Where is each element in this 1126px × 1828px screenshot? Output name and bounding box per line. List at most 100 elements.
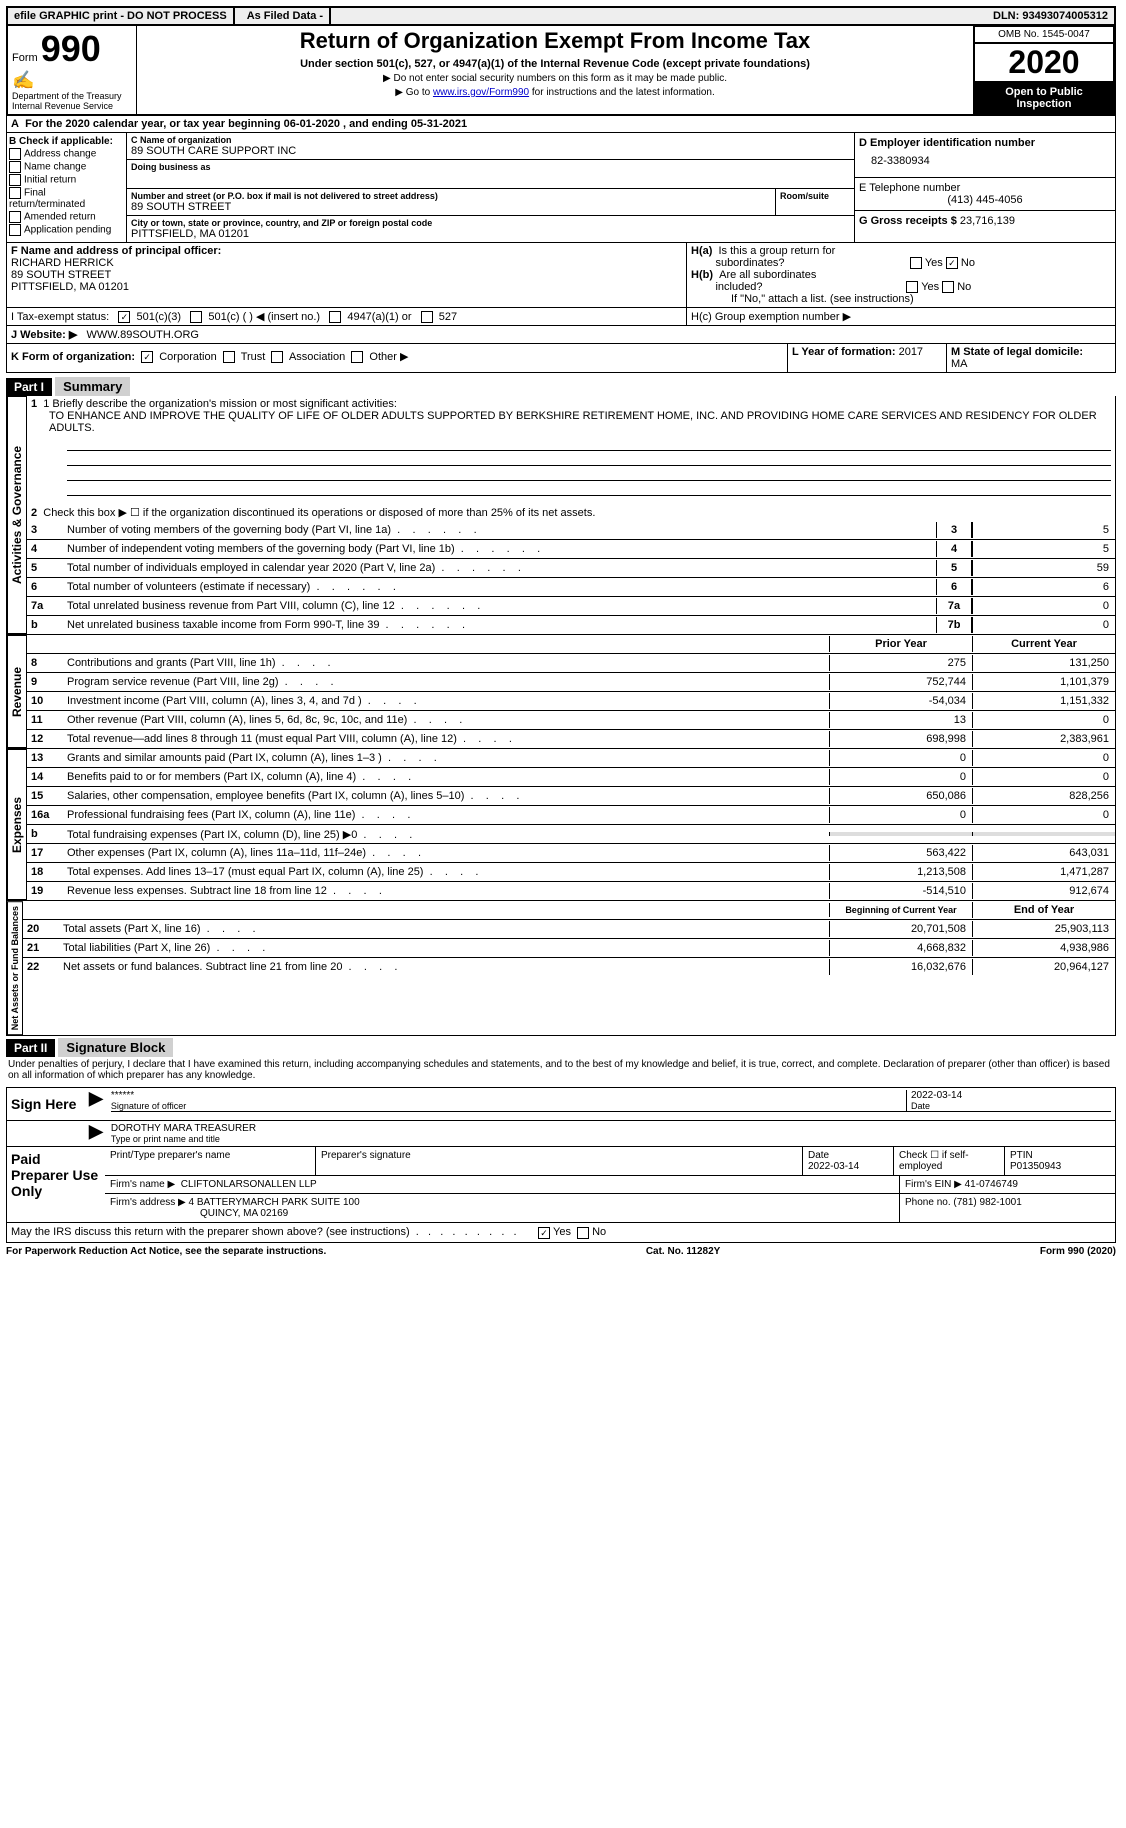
name-title-label: Type or print name and title: [111, 1134, 1111, 1144]
line-text: Total fundraising expenses (Part IX, col…: [63, 826, 829, 843]
line-text: Total expenses. Add lines 13–17 (must eq…: [63, 864, 829, 880]
form-number: 990: [41, 28, 101, 69]
line-text: Net unrelated business taxable income fr…: [63, 617, 936, 633]
line-text: Number of voting members of the governin…: [63, 522, 936, 538]
officer-name: RICHARD HERRICK: [11, 257, 682, 269]
box-g-label: G Gross receipts $: [859, 215, 957, 227]
prep-sig-label: Preparer's signature: [316, 1147, 803, 1175]
box-c-name-label: C Name of organization: [131, 135, 850, 145]
line-num: 8: [27, 655, 63, 671]
line-text: Salaries, other compensation, employee b…: [63, 788, 829, 804]
prior-value: -54,034: [829, 693, 972, 709]
line-num: 19: [27, 883, 63, 899]
prior-value: 20,701,508: [829, 921, 972, 937]
line-box: 6: [936, 579, 972, 595]
footer-right: Form 990 (2020): [1040, 1246, 1116, 1257]
form-prefix: Form: [12, 52, 38, 64]
current-value: 25,903,113: [972, 921, 1115, 937]
current-value: 131,250: [972, 655, 1115, 671]
form-title: Return of Organization Exempt From Incom…: [141, 28, 969, 54]
omb-number: OMB No. 1545-0047: [974, 26, 1114, 43]
line-num: 18: [27, 864, 63, 880]
box-ha: H(a) Is this a group return for subordin…: [691, 245, 1111, 269]
current-value: 0: [972, 769, 1115, 785]
line-text: Total unrelated business revenue from Pa…: [63, 598, 936, 614]
form-note1: ▶ Do not enter social security numbers o…: [141, 73, 969, 84]
line-num: 11: [27, 712, 63, 728]
dba-label: Doing business as: [131, 162, 850, 172]
line-value: 0: [972, 598, 1115, 614]
dept-treasury: Department of the Treasury: [12, 91, 132, 101]
city-label: City or town, state or province, country…: [131, 218, 850, 228]
line-num: 5: [27, 560, 63, 576]
current-value: 643,031: [972, 845, 1115, 861]
line-k-label: K Form of organization:: [11, 351, 135, 363]
line-text: Contributions and grants (Part VIII, lin…: [63, 655, 829, 671]
sign-arrow-icon-2: ▶: [85, 1121, 107, 1146]
irs-link[interactable]: www.irs.gov/Form990: [433, 87, 529, 98]
line-text: Number of independent voting members of …: [63, 541, 936, 557]
current-value: [972, 832, 1115, 836]
line-text: Total liabilities (Part X, line 26) . . …: [59, 940, 829, 956]
line-text: Revenue less expenses. Subtract line 18 …: [63, 883, 829, 899]
prior-value: 13: [829, 712, 972, 728]
line-j-label: J Website: ▶: [11, 329, 77, 341]
line-text: Total number of individuals employed in …: [63, 560, 936, 576]
box-d-label: D Employer identification number: [859, 137, 1111, 149]
current-value: 1,151,332: [972, 693, 1115, 709]
dept-irs: Internal Revenue Service: [12, 101, 132, 111]
phone: (413) 445-4056: [859, 194, 1111, 206]
prior-value: 0: [829, 769, 972, 785]
line-text: Net assets or fund balances. Subtract li…: [59, 959, 829, 975]
line-num: 22: [23, 959, 59, 975]
line-num: 21: [23, 940, 59, 956]
dln: DLN: 93493074005312: [987, 8, 1114, 24]
discuss-question: May the IRS discuss this return with the…: [11, 1226, 410, 1238]
prior-value: -514,510: [829, 883, 972, 899]
prep-check-label: Check ☐ if self-employed: [894, 1147, 1005, 1175]
footer-left: For Paperwork Reduction Act Notice, see …: [6, 1246, 326, 1257]
part1-header: Part I: [6, 378, 52, 396]
prior-value: 698,998: [829, 731, 972, 747]
current-value: 1,101,379: [972, 674, 1115, 690]
ptin: P01350943: [1010, 1161, 1061, 1172]
room-label: Room/suite: [780, 191, 850, 201]
box-b: B Check if applicable: Address change Na…: [7, 133, 127, 242]
prior-value: 1,213,508: [829, 864, 972, 880]
current-value: 4,938,986: [972, 940, 1115, 956]
box-hc: H(c) Group exemption number ▶: [691, 311, 851, 323]
line-value: 5: [972, 522, 1115, 538]
line-num: b: [27, 617, 63, 633]
line-num: 16a: [27, 807, 63, 823]
current-value: 2,383,961: [972, 731, 1115, 747]
prior-value: 0: [829, 750, 972, 766]
line-box: 5: [936, 560, 972, 576]
line-value: 59: [972, 560, 1115, 576]
prior-value: 0: [829, 807, 972, 823]
firm-phone: (781) 982-1001: [953, 1197, 1021, 1208]
end-year-header: End of Year: [972, 902, 1115, 918]
line-box: 3: [936, 522, 972, 538]
website: WWW.89SOUTH.ORG: [87, 329, 199, 341]
declaration: Under penalties of perjury, I declare th…: [6, 1057, 1116, 1083]
line-box: 4: [936, 541, 972, 557]
line-text: Total number of volunteers (estimate if …: [63, 579, 936, 595]
line-num: 10: [27, 693, 63, 709]
netassets-label: Net Assets or Fund Balances: [7, 901, 23, 1035]
firm-addr2: QUINCY, MA 02169: [200, 1208, 288, 1219]
line-num: 17: [27, 845, 63, 861]
line-text: Program service revenue (Part VIII, line…: [63, 674, 829, 690]
top-bar: efile GRAPHIC print - DO NOT PROCESS As …: [6, 6, 1116, 26]
box-e-label: E Telephone number: [859, 182, 1111, 194]
current-value: 828,256: [972, 788, 1115, 804]
box-hb: H(b) Are all subordinates included? Yes …: [691, 269, 1111, 293]
line-num: 14: [27, 769, 63, 785]
part2-title: Signature Block: [58, 1038, 173, 1057]
year-formation: 2017: [899, 346, 923, 358]
line-num: 6: [27, 579, 63, 595]
line-num: b: [27, 826, 63, 842]
prior-value: 16,032,676: [829, 959, 972, 975]
sig-officer-label: Signature of officer: [111, 1101, 906, 1111]
current-value: 0: [972, 807, 1115, 823]
street-label: Number and street (or P.O. box if mail i…: [131, 191, 771, 201]
